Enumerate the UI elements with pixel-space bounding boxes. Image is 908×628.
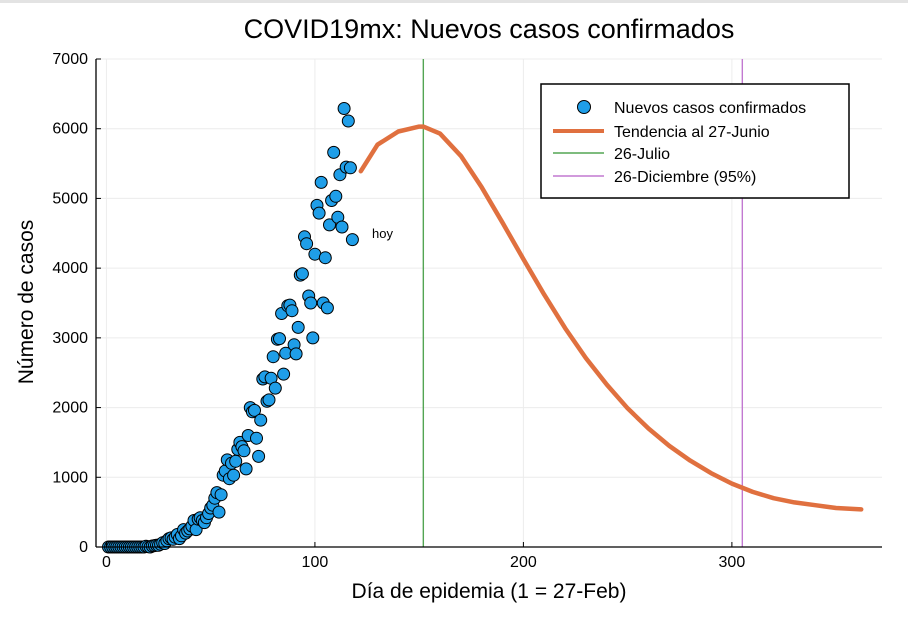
legend: Nuevos casos confirmados Tendencia al 27… bbox=[540, 83, 850, 199]
legend-label-points: Nuevos casos confirmados bbox=[614, 100, 806, 117]
x-tick-label-2: 200 bbox=[510, 554, 537, 571]
legend-label-diciembre: 26-Diciembre (95%) bbox=[614, 169, 756, 186]
tick-labels: 0 1000 2000 3000 4000 5000 6000 7000 0 100 200 300 bbox=[52, 51, 745, 571]
data-point-90 bbox=[289, 347, 303, 361]
y-tick-label-5: 5000 bbox=[52, 190, 88, 207]
axes bbox=[95, 58, 882, 548]
data-point-66 bbox=[239, 462, 253, 476]
data-point-77 bbox=[262, 393, 276, 407]
y-tick-label-1: 1000 bbox=[52, 469, 88, 486]
data-point-93 bbox=[295, 267, 309, 281]
legend-label-trend: Tendencia al 27-Junio bbox=[614, 124, 770, 141]
legend-marker-points bbox=[577, 100, 591, 114]
data-point-82 bbox=[273, 332, 286, 346]
data-point-115 bbox=[341, 114, 355, 128]
y-tick-label-3: 3000 bbox=[52, 330, 88, 347]
data-point-79 bbox=[266, 350, 280, 364]
legend-box bbox=[540, 83, 850, 199]
x-tick-label-0: 0 bbox=[102, 554, 111, 571]
trend-line bbox=[358, 124, 864, 512]
y-tick-label-7: 7000 bbox=[52, 51, 88, 68]
data-point-108 bbox=[327, 145, 341, 159]
annotation-hoy: hoy bbox=[372, 226, 393, 241]
data-point-53 bbox=[212, 505, 226, 519]
y-tick-label-0: 0 bbox=[79, 539, 88, 556]
data-point-117 bbox=[345, 233, 359, 247]
y-tick-label-2: 2000 bbox=[52, 400, 88, 417]
data-point-101 bbox=[312, 206, 326, 220]
data-point-112 bbox=[335, 220, 349, 234]
data-point-109 bbox=[329, 189, 343, 203]
data-point-65 bbox=[237, 444, 251, 458]
data-point-72 bbox=[252, 449, 266, 463]
data-point-88 bbox=[285, 304, 299, 318]
data-point-84 bbox=[277, 367, 291, 381]
legend-label-julio: 26-Julio bbox=[614, 146, 670, 163]
window-top-border bbox=[0, 0, 908, 3]
data-point-54 bbox=[214, 488, 228, 502]
x-tick-label-1: 100 bbox=[302, 554, 329, 571]
trend-line-group bbox=[358, 124, 864, 512]
y-tick-label-4: 4000 bbox=[52, 260, 88, 277]
x-axis-label: Día de epidemia (1 = 27-Feb) bbox=[352, 580, 627, 603]
data-point-70 bbox=[248, 403, 261, 417]
data-point-80 bbox=[268, 381, 282, 395]
data-point-106 bbox=[323, 218, 336, 232]
data-point-98 bbox=[306, 331, 320, 345]
data-point-113 bbox=[337, 102, 351, 115]
y-axis-label: Número de casos bbox=[15, 220, 38, 385]
data-point-116 bbox=[343, 161, 357, 175]
data-point-104 bbox=[318, 251, 332, 265]
data-point-95 bbox=[300, 237, 314, 251]
data-point-61 bbox=[229, 454, 243, 468]
scatter-points bbox=[102, 102, 359, 554]
data-point-73 bbox=[254, 413, 268, 427]
data-point-71 bbox=[250, 431, 263, 445]
chart-title: COVID19mx: Nuevos casos confirmados bbox=[244, 14, 735, 44]
y-tick-label-6: 6000 bbox=[52, 121, 88, 138]
data-point-91 bbox=[291, 320, 305, 334]
data-point-97 bbox=[304, 296, 318, 310]
data-point-105 bbox=[320, 301, 334, 315]
data-point-60 bbox=[227, 468, 241, 482]
x-tick-label-3: 300 bbox=[719, 554, 746, 571]
data-point-102 bbox=[314, 175, 328, 189]
